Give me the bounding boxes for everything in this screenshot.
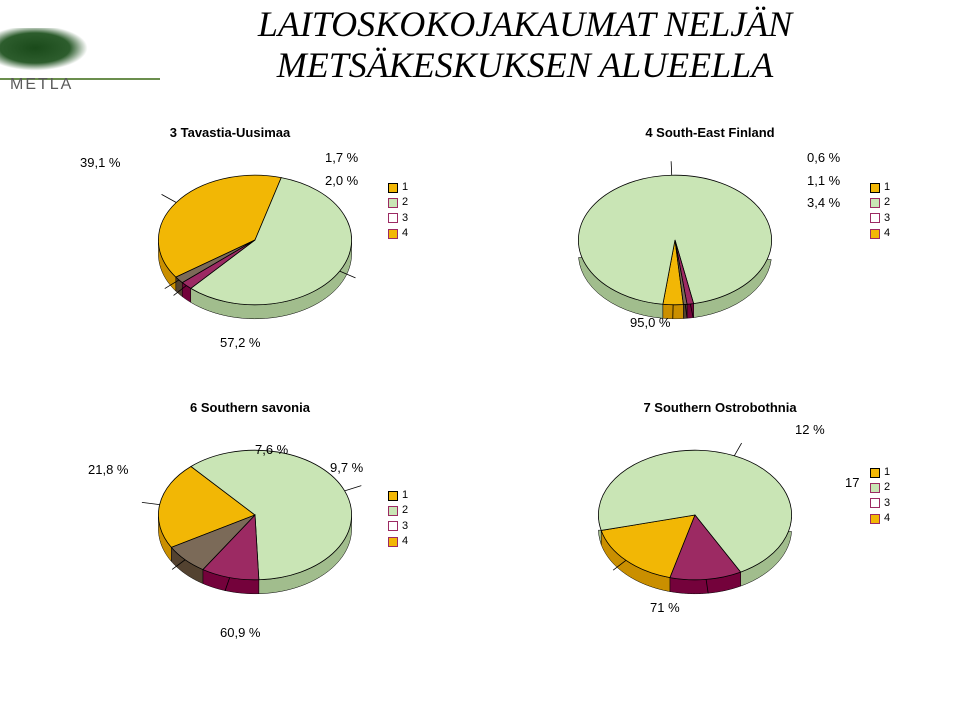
legend-swatch xyxy=(870,198,880,208)
legend-item: 2 xyxy=(870,195,890,210)
pie-chart xyxy=(580,425,810,605)
legend-swatch xyxy=(870,468,880,478)
legend-item: 1 xyxy=(388,488,408,503)
legend-label: 4 xyxy=(884,226,890,241)
legend-label: 2 xyxy=(884,195,890,210)
legend-swatch xyxy=(388,506,398,516)
legend: 1234 xyxy=(388,180,408,242)
slice-label: 9,7 % xyxy=(330,460,363,475)
legend-label: 3 xyxy=(402,211,408,226)
slice-label: 12 % xyxy=(795,422,825,437)
title-line-2: METSÄKESKUKSEN ALUEELLA xyxy=(277,45,773,85)
slice-label: 60,9 % xyxy=(220,625,260,640)
legend-label: 2 xyxy=(884,480,890,495)
chart-tavastia-uusimaa: 3 Tavastia-Uusimaa 39,1 % 57,2 % 2,0 % 1… xyxy=(70,125,450,330)
legend-swatch xyxy=(388,537,398,547)
slice-label: 1,1 % xyxy=(807,173,840,188)
logo-text: METLA xyxy=(10,76,73,94)
slice-label: 2,0 % xyxy=(325,173,358,188)
legend-swatch xyxy=(388,521,398,531)
legend-item: 1 xyxy=(870,180,890,195)
legend-swatch xyxy=(388,229,398,239)
legend-swatch xyxy=(870,213,880,223)
legend-label: 1 xyxy=(402,488,408,503)
slice-label: 17 xyxy=(845,475,859,490)
legend-item: 4 xyxy=(870,511,890,526)
slice-label: 0,6 % xyxy=(807,150,840,165)
legend-swatch xyxy=(388,491,398,501)
chart-south-east-finland: 4 South-East Finland 3,4 % 95,0 % 1,1 % … xyxy=(500,125,920,330)
chart-title: 4 South-East Finland xyxy=(600,125,820,140)
legend-item: 1 xyxy=(388,180,408,195)
legend-item: 4 xyxy=(388,226,408,241)
legend-swatch xyxy=(870,229,880,239)
legend-item: 2 xyxy=(388,503,408,518)
legend-label: 3 xyxy=(884,211,890,226)
legend-label: 3 xyxy=(402,519,408,534)
slice-label: 95,0 % xyxy=(630,315,670,330)
slice-label: 39,1 % xyxy=(80,155,120,170)
legend-item: 3 xyxy=(388,211,408,226)
legend-item: 4 xyxy=(870,226,890,241)
legend-label: 4 xyxy=(402,226,408,241)
slice-label: 3,4 % xyxy=(807,195,840,210)
slice-label: 57,2 % xyxy=(220,335,260,350)
legend-label: 1 xyxy=(402,180,408,195)
legend-item: 3 xyxy=(870,211,890,226)
legend-item: 3 xyxy=(388,519,408,534)
legend-item: 1 xyxy=(870,465,890,480)
legend-label: 4 xyxy=(402,534,408,549)
legend-label: 4 xyxy=(884,511,890,526)
pie-chart xyxy=(560,150,790,330)
legend-label: 1 xyxy=(884,180,890,195)
chart-southern-ostrobothnia: 7 Southern Ostrobothnia 17 71 % 12 % 123… xyxy=(500,400,920,605)
legend-swatch xyxy=(388,198,398,208)
legend-swatch xyxy=(870,514,880,524)
legend-item: 2 xyxy=(870,480,890,495)
legend-swatch xyxy=(870,483,880,493)
chart-title: 3 Tavastia-Uusimaa xyxy=(130,125,330,140)
slice-label: 7,6 % xyxy=(255,442,288,457)
legend-item: 4 xyxy=(388,534,408,549)
slice-label: 21,8 % xyxy=(88,462,128,477)
legend-swatch xyxy=(388,183,398,193)
legend-swatch xyxy=(388,213,398,223)
legend-item: 3 xyxy=(870,496,890,511)
slice-label: 71 % xyxy=(650,600,680,615)
legend-swatch xyxy=(870,183,880,193)
chart-title: 7 Southern Ostrobothnia xyxy=(600,400,840,415)
legend-item: 2 xyxy=(388,195,408,210)
legend: 1234 xyxy=(870,465,890,527)
legend-swatch xyxy=(870,498,880,508)
chart-southern-savonia: 6 Southern savonia 21,8 % 60,9 % 9,7 % 7… xyxy=(70,400,450,605)
legend-label: 3 xyxy=(884,496,890,511)
legend: 1234 xyxy=(388,488,408,550)
chart-title: 6 Southern savonia xyxy=(150,400,350,415)
title-line-1: LAITOSKOKOJAKAUMAT NELJÄN xyxy=(258,4,792,44)
legend: 1234 xyxy=(870,180,890,242)
legend-label: 2 xyxy=(402,195,408,210)
legend-label: 1 xyxy=(884,465,890,480)
legend-label: 2 xyxy=(402,503,408,518)
slice-label: 1,7 % xyxy=(325,150,358,165)
page-title: LAITOSKOKOJAKAUMAT NELJÄN METSÄKESKUKSEN… xyxy=(100,4,950,87)
